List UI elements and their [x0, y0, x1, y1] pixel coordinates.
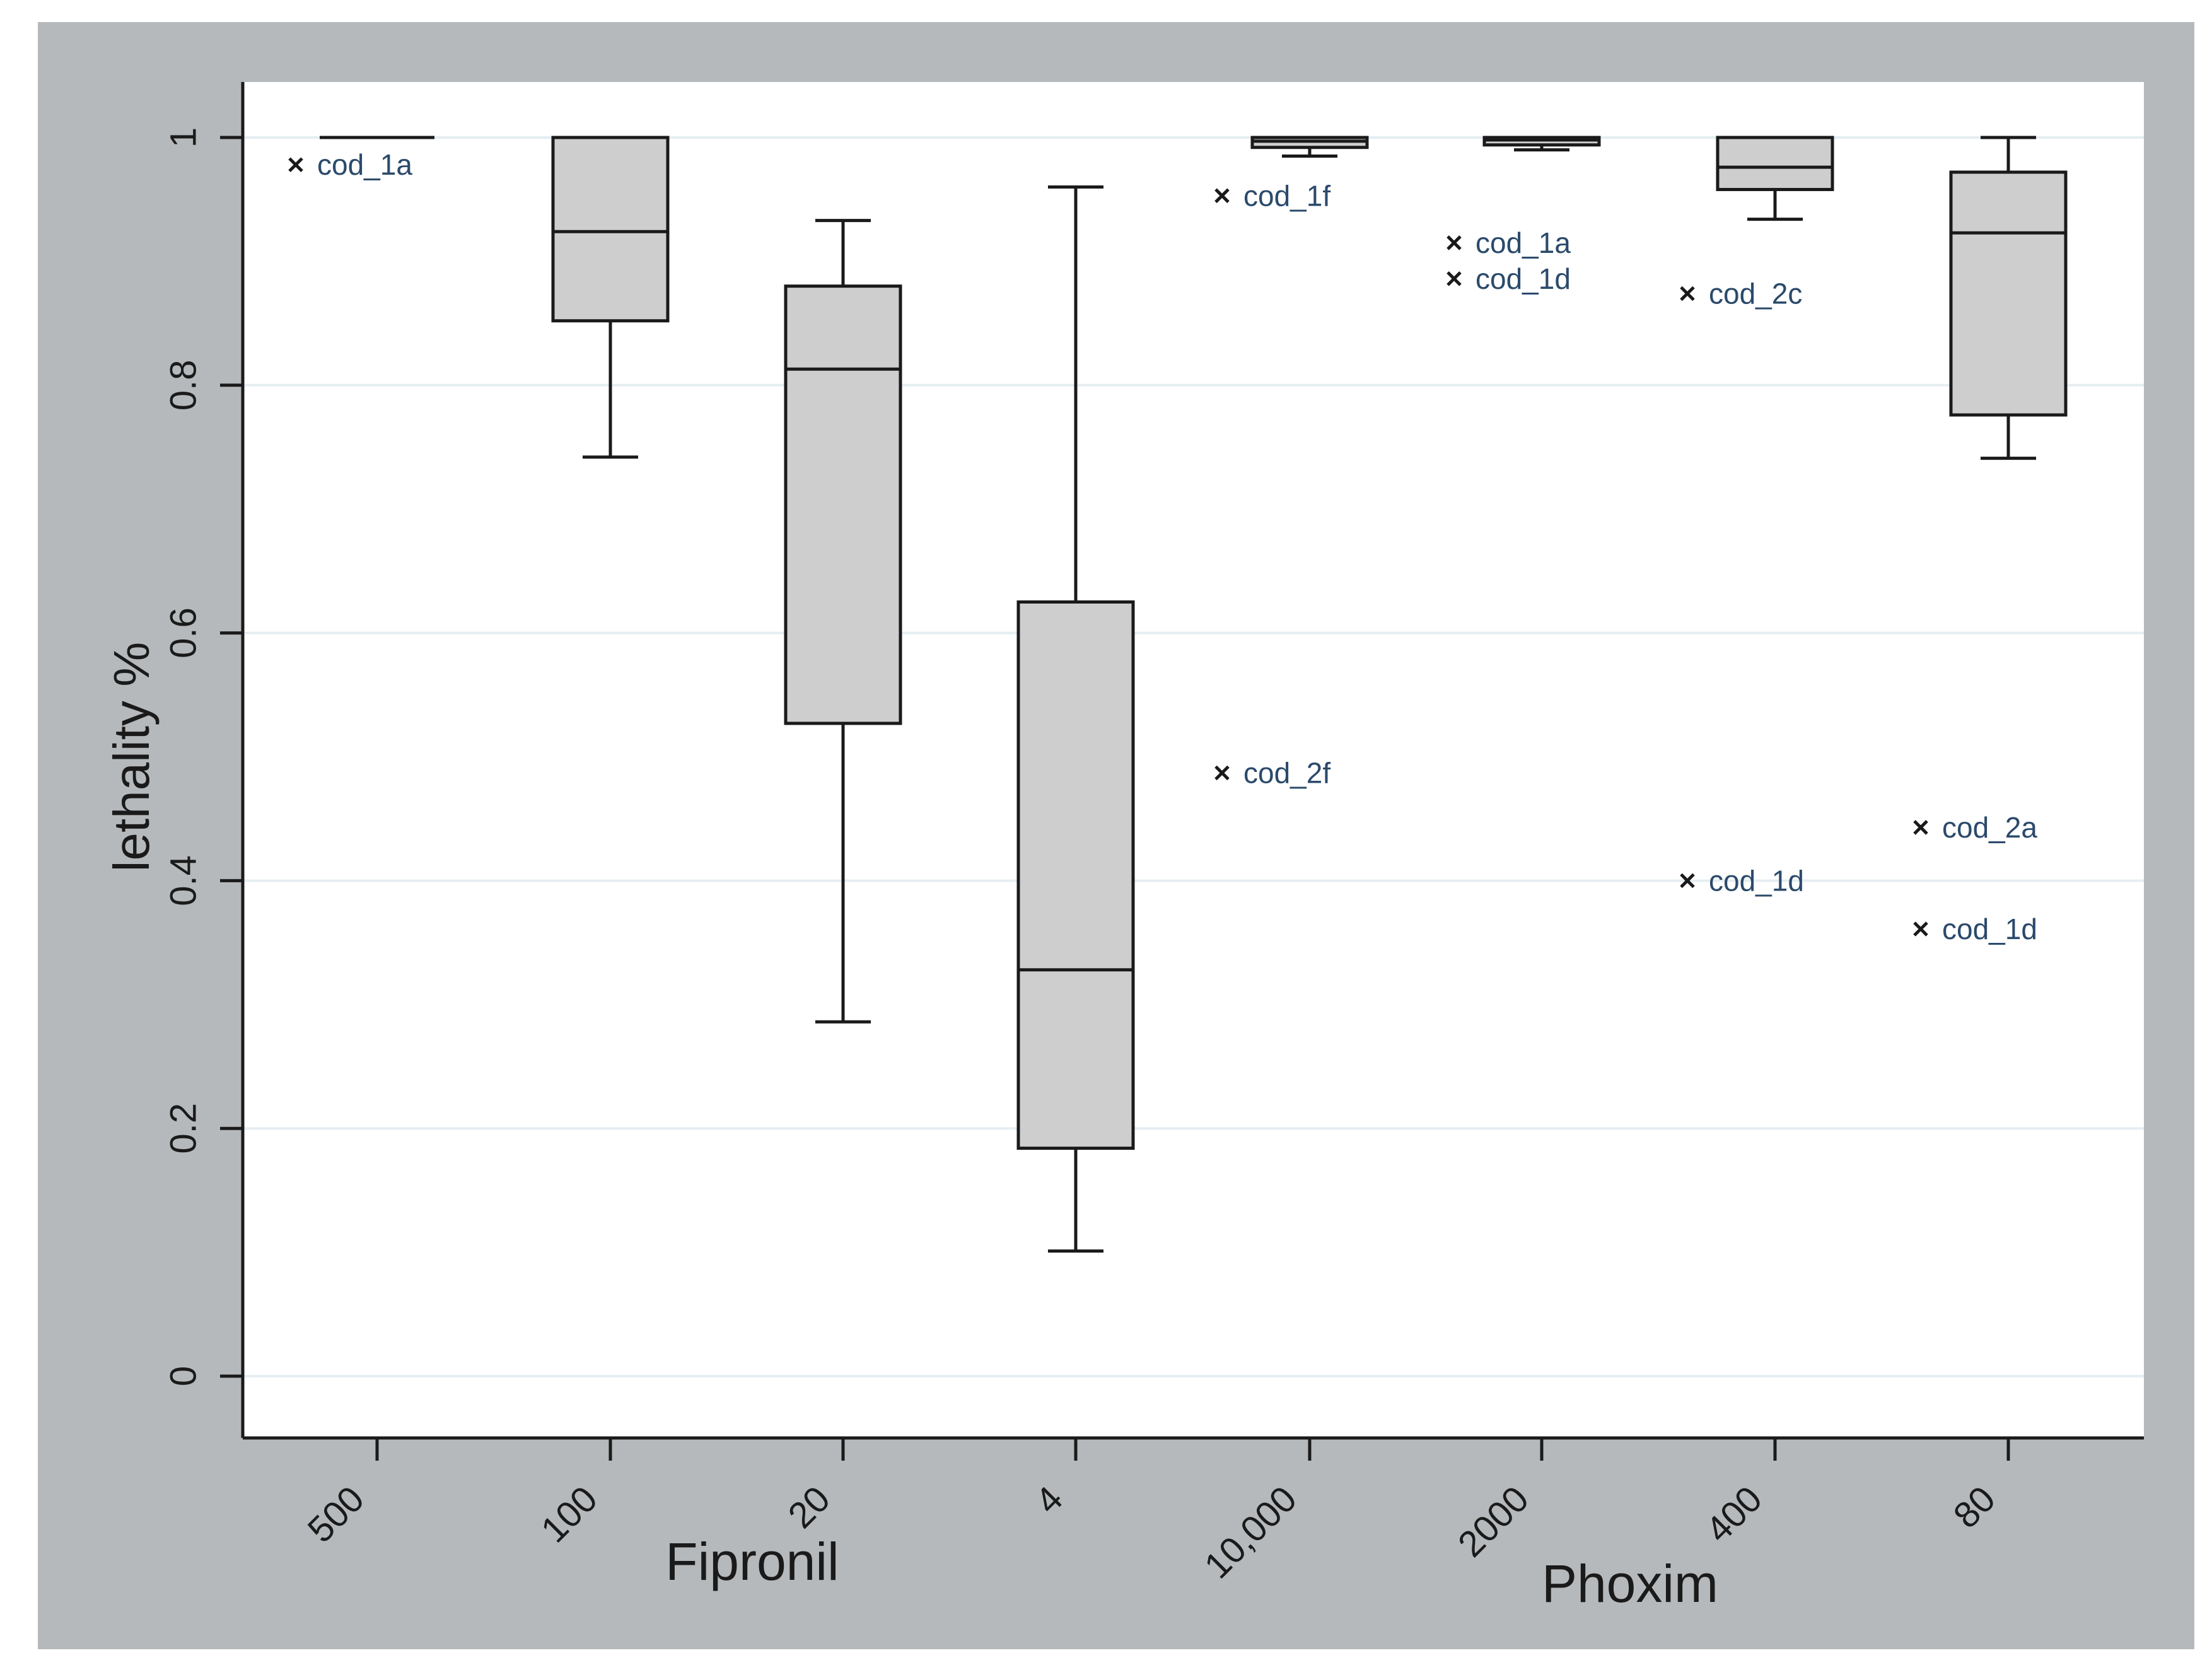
y-tick-label: 0.4	[163, 855, 204, 906]
outlier-point: cod_1a	[1447, 226, 1571, 259]
box-80: cod_2a cod_1d	[1913, 136, 2068, 945]
outlier-label: cod_2c	[1709, 277, 1802, 310]
box-500: cod_1a	[288, 136, 434, 181]
outlier-mark	[1447, 235, 1462, 250]
outlier-label: cod_1d	[1476, 262, 1571, 295]
group-label-phoxim: Phoxim	[1542, 1554, 1718, 1613]
box-4	[1016, 185, 1135, 1253]
outlier-label: cod_1d	[1942, 913, 2037, 945]
y-axis-title: lethality %	[103, 642, 160, 872]
iqr-box	[784, 284, 902, 725]
outlier-point: cod_1d	[1447, 262, 1571, 295]
outlier-mark	[1214, 765, 1230, 781]
outlier-label: cod_1f	[1243, 179, 1330, 212]
iqr-box	[1949, 170, 2068, 417]
outlier-point: cod_2f	[1214, 757, 1330, 790]
outlier-label: cod_2a	[1942, 811, 2037, 844]
y-tick-label: 1	[163, 127, 204, 148]
outlier-mark	[1680, 873, 1695, 889]
iqr-box	[551, 136, 670, 323]
outlier-point: cod_1d	[1913, 913, 2037, 945]
iqr-box	[1016, 600, 1135, 1150]
y-tick-label: 0.8	[163, 359, 204, 411]
y-tick-label: 0.6	[163, 607, 204, 658]
box-100	[551, 136, 670, 459]
outlier-point: cod_1f	[1214, 179, 1330, 212]
outlier-label: cod_1a	[1476, 226, 1571, 259]
outlier-mark	[1680, 286, 1695, 301]
outlier-label: cod_2f	[1243, 757, 1330, 790]
box-400: cod_2c cod_1d	[1680, 136, 1834, 897]
outlier-point: cod_2a	[1913, 811, 2037, 844]
iqr-box	[1716, 136, 1834, 191]
outlier-label: cod_1a	[317, 148, 412, 181]
outlier-mark	[1913, 921, 1928, 937]
group-label-fipronil: Fipronil	[665, 1532, 839, 1591]
outlier-mark	[1913, 820, 1928, 835]
y-tick-label: 0	[163, 1366, 204, 1386]
outlier-point: cod_1d	[1680, 864, 1804, 897]
outlier-point: cod_1a	[288, 148, 412, 181]
y-tick-label: 0.2	[163, 1103, 204, 1154]
box-10,000: cod_1f cod_2f	[1214, 136, 1369, 790]
outlier-mark	[288, 157, 303, 172]
outlier-mark	[1447, 271, 1462, 286]
outlier-mark	[1214, 188, 1230, 204]
outlier-label: cod_1d	[1709, 864, 1804, 897]
plot-background	[243, 82, 2144, 1438]
outlier-point: cod_2c	[1680, 277, 1802, 310]
box-20	[784, 219, 902, 1024]
axes	[220, 82, 2144, 1461]
